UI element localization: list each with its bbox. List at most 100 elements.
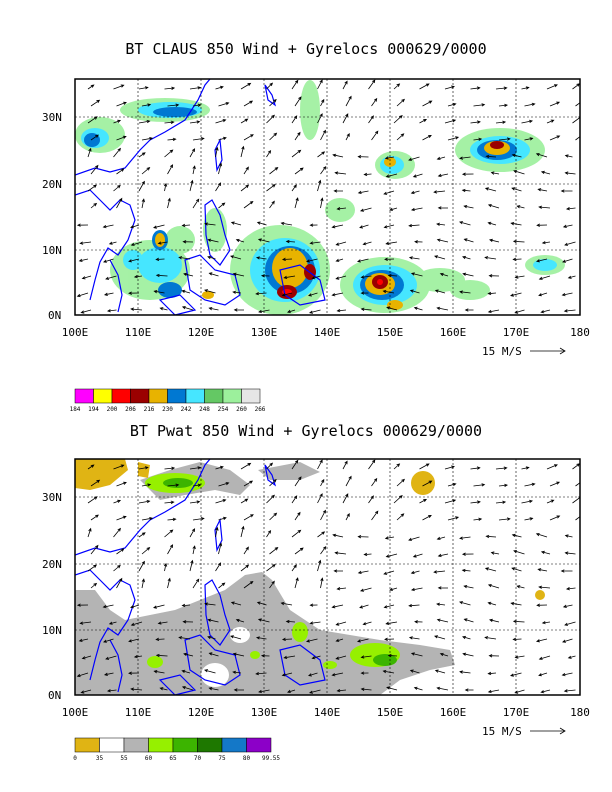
wind-arrow-icon (511, 533, 522, 538)
wind-arrow-icon (269, 132, 278, 141)
wind-arrow-icon (106, 689, 117, 693)
wind-arrow-icon (181, 306, 194, 311)
wind-arrow-icon (291, 149, 302, 158)
wind-arrow-icon (336, 688, 347, 693)
wind-arrow-icon (204, 222, 216, 226)
wind-arrow-icon (105, 275, 117, 280)
wind-arrow-icon (257, 238, 270, 243)
wind-arrow-icon (473, 517, 483, 521)
wind-arrow-icon (218, 482, 230, 487)
wind-arrow-icon (371, 130, 379, 141)
wind-arrow-icon (560, 569, 573, 573)
wind-arrow-icon (153, 290, 165, 294)
wind-arrow-icon (538, 655, 551, 660)
colorbar-label: 70 (194, 755, 202, 762)
wind-arrow-icon (230, 255, 242, 260)
wind-arrow-icon (291, 564, 297, 572)
wind-arrow-icon (447, 482, 457, 487)
wind-arrow-icon (382, 669, 395, 674)
wind-arrow-icon (335, 655, 347, 660)
wind-arrow-icon (484, 567, 497, 572)
wind-arrow-icon (537, 188, 548, 192)
wind-arrow-icon (575, 100, 580, 107)
colorbar-label: 80 (243, 755, 251, 762)
wind-arrow-icon (436, 238, 449, 243)
vector-scale-label: 15 M/S (482, 345, 522, 358)
wind-arrow-icon (218, 136, 227, 141)
wind-arrow-icon (240, 564, 250, 572)
wind-arrow-icon (116, 515, 127, 521)
wind-arrow-icon (385, 173, 398, 178)
wind-arrow-icon (182, 620, 194, 624)
wind-arrow-icon (291, 495, 298, 504)
wind-arrow-icon (412, 553, 423, 558)
wind-arrow-icon (409, 289, 420, 294)
wind-arrow-icon (87, 527, 92, 538)
wind-arrow-icon (79, 621, 92, 625)
wind-arrow-icon (408, 636, 420, 640)
wind-arrow-icon (257, 618, 270, 623)
lat-label: 10N (42, 624, 62, 637)
wind-arrow-icon (155, 257, 165, 261)
wind-arrow-icon (436, 602, 446, 606)
wind-arrow-icon (116, 197, 123, 209)
wind-arrow-icon (541, 621, 551, 625)
wind-arrow-icon (335, 258, 344, 262)
wind-arrow-icon (512, 257, 522, 261)
wind-arrow-icon (78, 258, 89, 262)
wind-arrow-icon (439, 652, 449, 657)
wind-arrow-icon (363, 172, 372, 177)
wind-arrow-icon (387, 273, 398, 278)
wind-arrow-icon (331, 672, 344, 677)
wind-arrow-icon (408, 536, 420, 541)
wind-arrow-icon (434, 669, 446, 674)
wind-arrow-icon (511, 153, 522, 158)
wind-arrow-icon (333, 569, 344, 573)
wind-arrow-icon (243, 100, 254, 107)
map-frame-bottom (74, 458, 581, 696)
wind-arrow-icon (102, 604, 114, 609)
wind-arrow-icon (113, 84, 125, 90)
wind-arrow-icon (384, 637, 395, 641)
wind-arrow-icon (294, 577, 299, 589)
wind-arrow-icon (436, 536, 446, 540)
wind-arrow-icon (487, 601, 497, 606)
wind-arrow-icon (359, 587, 372, 592)
wind-arrow-icon (562, 604, 573, 608)
wind-arrow-icon (334, 551, 347, 555)
wind-arrow-icon (192, 578, 200, 589)
colorbar-swatch (241, 388, 261, 404)
wind-arrow-icon (386, 306, 398, 311)
colorbar-label: 65 (169, 755, 177, 762)
wind-arrow-icon (335, 638, 344, 642)
wind-arrow-icon (511, 567, 522, 572)
wind-arrow-icon (498, 137, 511, 141)
wind-arrow-icon (155, 637, 165, 641)
wind-arrow-icon (516, 205, 525, 209)
wind-arrow-icon (269, 98, 277, 107)
wind-arrow-icon (218, 162, 223, 175)
wind-arrow-icon (382, 289, 395, 294)
wind-arrow-icon (164, 466, 176, 470)
wind-arrow-icon (269, 478, 277, 487)
wind-arrow-icon (368, 459, 376, 470)
wind-arrow-icon (317, 179, 322, 192)
wind-arrow-icon (510, 672, 522, 677)
wind-arrow-icon (393, 463, 401, 470)
wind-arrow-icon (490, 171, 500, 175)
wind-arrow-icon (487, 291, 497, 296)
wind-arrow-icon (266, 564, 276, 572)
wind-arrow-icon (458, 221, 471, 226)
wind-arrow-icon (567, 275, 576, 279)
wind-arrow-icon (447, 516, 460, 521)
wind-arrow-icon (215, 499, 227, 504)
wind-arrow-icon (240, 145, 245, 158)
wind-arrow-icon (189, 466, 202, 470)
colorbar-label: 216 (144, 406, 155, 413)
wind-arrow-icon (294, 96, 302, 107)
wind-arrow-icon (294, 197, 299, 209)
reference-arrow-icon (530, 347, 566, 355)
wind-arrow-icon (408, 223, 420, 228)
wind-arrow-icon (182, 240, 194, 244)
wind-arrow-icon (462, 635, 471, 640)
